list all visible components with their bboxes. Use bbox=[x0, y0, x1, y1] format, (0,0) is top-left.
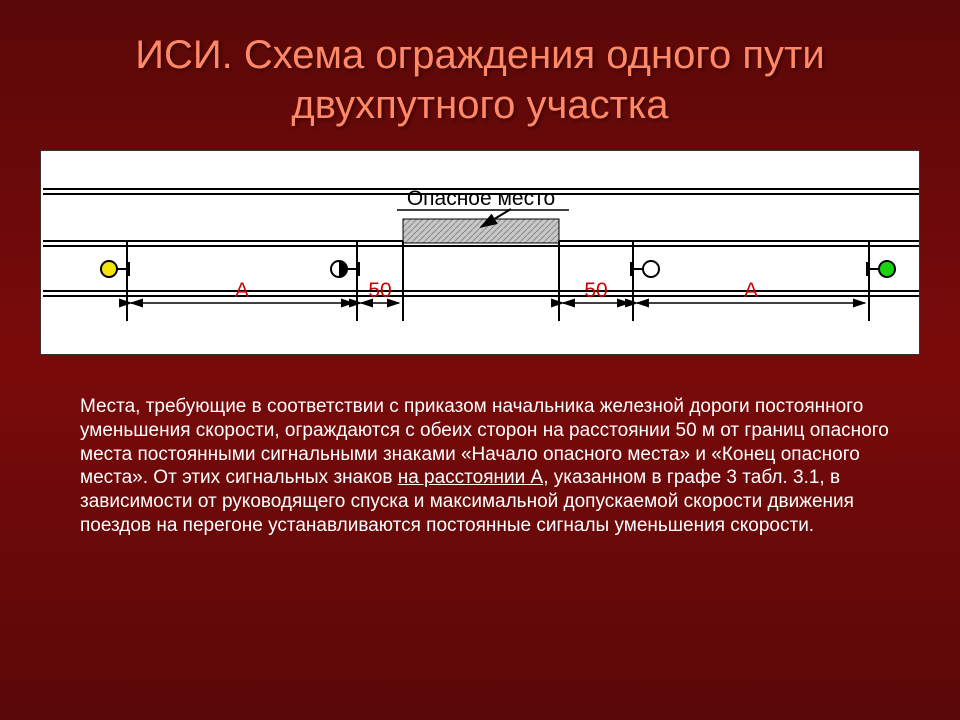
track-diagram: Опасное место А 50 50 А bbox=[40, 150, 920, 355]
svg-text:Опасное место: Опасное место bbox=[407, 187, 555, 210]
slide: ИСИ. Схема ограждения одного пути двухпу… bbox=[0, 0, 960, 720]
diagram-svg: Опасное место А 50 50 А bbox=[41, 151, 921, 356]
slide-title: ИСИ. Схема ограждения одного пути двухпу… bbox=[40, 30, 920, 130]
svg-text:А: А bbox=[235, 279, 249, 302]
svg-text:А: А bbox=[744, 279, 758, 302]
body-paragraph: Места, требующие в соответствии с приказ… bbox=[40, 395, 920, 538]
svg-text:50: 50 bbox=[584, 279, 607, 302]
body-text-underline: на расстоянии А bbox=[398, 467, 544, 488]
svg-text:50: 50 bbox=[368, 279, 391, 302]
